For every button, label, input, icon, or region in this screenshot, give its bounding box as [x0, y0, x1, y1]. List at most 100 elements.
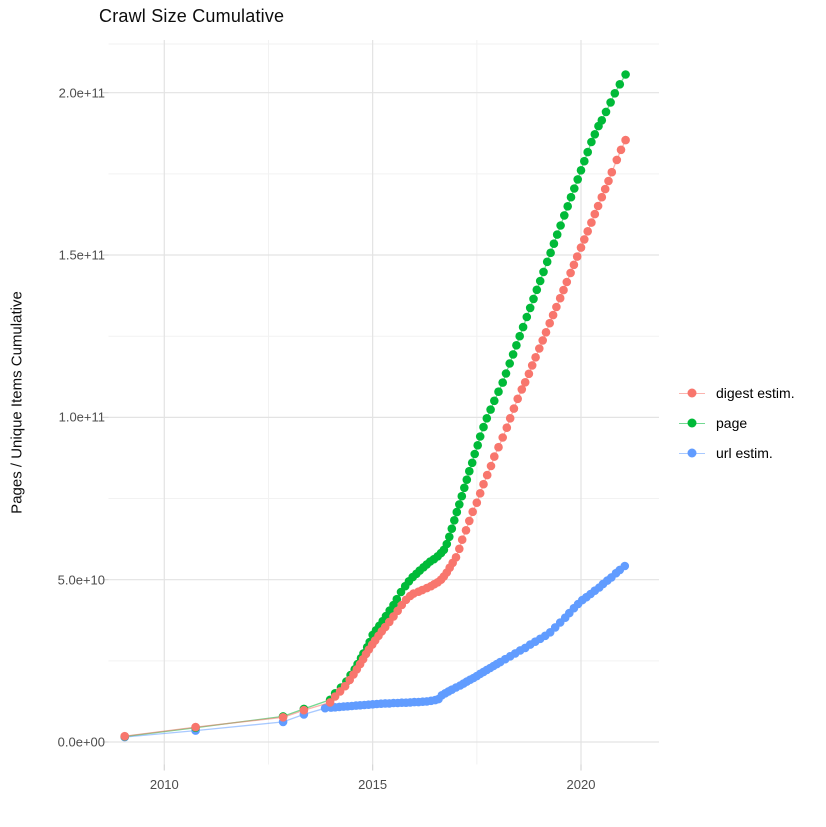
data-point-digest — [299, 705, 309, 715]
legend-label: page — [716, 415, 748, 431]
data-point-page — [590, 130, 600, 139]
legend: digest estim. page url estim. — [679, 378, 795, 468]
data-point-digest — [555, 293, 565, 303]
data-point-digest — [191, 722, 200, 732]
data-point-digest — [562, 277, 572, 287]
chart-title: Crawl Size Cumulative — [99, 6, 285, 26]
y-tick-label: 2.0e+11 — [58, 85, 105, 101]
data-point-digest — [580, 235, 589, 244]
data-point-digest — [475, 489, 485, 498]
data-point-digest — [559, 285, 568, 295]
data-point-page — [473, 441, 483, 450]
x-tick-label: 2010 — [149, 777, 179, 792]
data-point-page — [450, 516, 459, 525]
y-tick-label: 0.0e+00 — [57, 734, 105, 750]
data-point-page — [518, 322, 528, 332]
data-point-digest — [607, 167, 617, 177]
data-point-page — [475, 432, 485, 441]
data-point-url — [620, 561, 630, 571]
data-point-page — [445, 532, 454, 542]
legend-item-url: url estim. — [679, 438, 795, 468]
data-point-page — [515, 331, 524, 341]
y-tick-label: 1.5e+11 — [58, 247, 105, 263]
legend-key-icon — [679, 388, 705, 398]
data-point-digest — [505, 414, 515, 423]
data-point-page — [522, 312, 532, 322]
data-point-page — [587, 137, 596, 147]
data-point-page — [580, 156, 589, 166]
data-point-page — [601, 107, 611, 117]
data-point-digest — [482, 470, 492, 480]
data-point-page — [525, 303, 535, 313]
data-point-digest — [502, 423, 512, 433]
data-point-digest — [621, 135, 630, 145]
data-point-page — [566, 192, 576, 202]
data-point-page — [573, 175, 582, 184]
data-point-digest — [587, 218, 596, 227]
data-point-page — [490, 396, 499, 406]
data-point-page — [615, 80, 625, 89]
legend-key-dot — [687, 448, 697, 458]
data-point-digest — [612, 155, 622, 165]
data-point-page — [606, 98, 615, 107]
data-point-page — [498, 378, 508, 387]
legend-key-icon — [679, 448, 705, 458]
data-point-digest — [531, 353, 540, 362]
data-point-page — [556, 221, 565, 230]
data-point-page — [576, 166, 586, 175]
data-point-page — [457, 491, 467, 501]
data-point-digest — [278, 713, 288, 722]
data-point-page — [542, 257, 552, 267]
data-point-page — [610, 89, 620, 98]
data-point-page — [563, 202, 572, 211]
data-point-digest — [572, 252, 582, 261]
y-tick-label: 1.0e+11 — [58, 409, 105, 425]
data-point-digest — [524, 369, 534, 379]
data-point-digest — [325, 698, 335, 707]
data-point-digest — [566, 268, 575, 278]
data-point-digest — [576, 243, 586, 252]
data-point-digest — [616, 145, 626, 155]
y-tick-label: 5.0e+10 — [57, 572, 105, 588]
data-point-page — [467, 458, 477, 468]
data-point-digest — [457, 535, 467, 544]
data-point-page — [447, 524, 457, 533]
data-point-page — [505, 359, 514, 368]
data-point-page — [455, 500, 464, 509]
data-point-page — [462, 475, 472, 485]
data-point-page — [486, 405, 495, 414]
data-point-digest — [120, 731, 129, 741]
data-point-digest — [590, 209, 600, 219]
y-axis-title: Pages / Unique Items Cumulative — [8, 291, 26, 514]
data-point-digest — [465, 516, 474, 526]
data-point-digest — [520, 378, 530, 387]
data-point-page — [470, 449, 480, 459]
legend-item-digest: digest estim. — [679, 378, 795, 408]
data-point-digest — [583, 227, 592, 236]
data-point-digest — [498, 433, 508, 442]
data-point-digest — [479, 479, 488, 489]
data-point-page — [482, 414, 492, 423]
data-point-digest — [468, 507, 478, 517]
data-point-page — [512, 341, 521, 350]
data-point-page — [583, 147, 592, 157]
data-point-page — [532, 285, 542, 295]
data-point-page — [546, 248, 555, 258]
data-point-page — [529, 294, 538, 304]
data-point-page — [597, 116, 607, 125]
data-point-page — [465, 466, 474, 476]
x-tick-label: 2015 — [358, 777, 388, 792]
data-point-page — [560, 211, 569, 220]
data-point-digest — [593, 201, 603, 211]
data-point-page — [392, 594, 402, 604]
data-point-digest — [486, 461, 496, 471]
data-point-digest — [569, 260, 579, 270]
data-point-page — [452, 507, 462, 517]
data-point-digest — [490, 452, 499, 461]
series-line-url — [124, 565, 626, 738]
data-point-page — [460, 483, 469, 493]
data-point-page — [479, 422, 488, 432]
data-point-page — [552, 230, 562, 239]
legend-label: digest estim. — [716, 385, 795, 401]
